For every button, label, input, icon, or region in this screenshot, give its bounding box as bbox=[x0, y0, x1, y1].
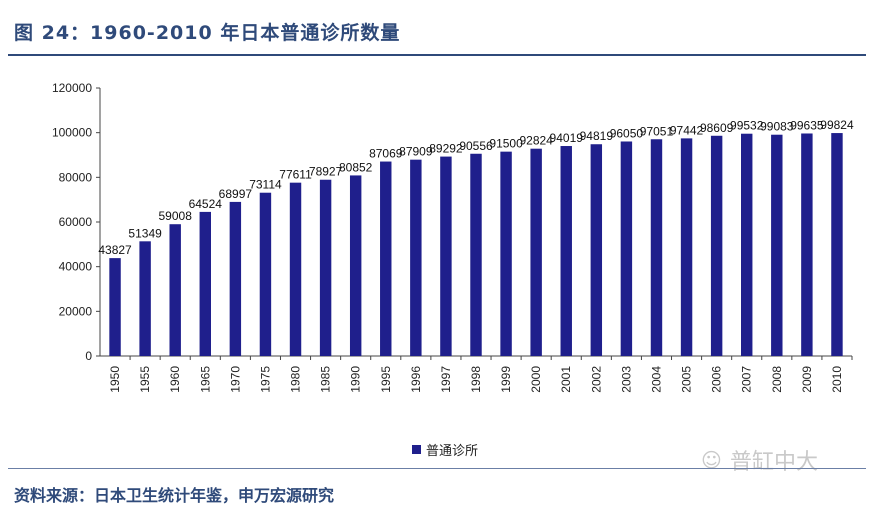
x-tick-label-1955: 1955 bbox=[138, 366, 152, 393]
x-tick-label-2008: 2008 bbox=[770, 366, 784, 393]
bar-1975 bbox=[259, 192, 272, 356]
bar-1997 bbox=[440, 156, 452, 356]
x-tick-label-1950: 1950 bbox=[108, 366, 122, 393]
wechat-icon: ☺ bbox=[701, 448, 722, 472]
y-tick-label: 80000 bbox=[59, 170, 93, 184]
data-label-2000: 92824 bbox=[519, 134, 553, 148]
bar-2001 bbox=[560, 146, 572, 356]
data-label-2007: 99532 bbox=[730, 119, 764, 133]
source-note: 资料来源：日本卫生统计年鉴，申万宏源研究 bbox=[14, 486, 335, 505]
bar-1998 bbox=[470, 153, 482, 356]
bar-2002 bbox=[590, 144, 603, 356]
bar-1955 bbox=[139, 241, 151, 356]
x-tick-label-1990: 1990 bbox=[349, 366, 363, 393]
chart-x-ticks: 1950 1955 1960 1965 1970 1975 1980 1985 1990 1995… bbox=[108, 356, 853, 393]
chart-legend: 普通诊所 bbox=[412, 440, 478, 459]
bar-1980 bbox=[289, 182, 302, 356]
data-label-1960: 59008 bbox=[159, 209, 193, 223]
bar-1950 bbox=[109, 258, 121, 356]
data-label-2006: 98609 bbox=[700, 121, 734, 135]
data-label-1999: 91500 bbox=[489, 137, 523, 151]
bar-2004 bbox=[650, 139, 663, 356]
x-tick-label-1965: 1965 bbox=[198, 366, 212, 393]
y-tick-label: 40000 bbox=[59, 260, 93, 274]
bar-1970 bbox=[229, 201, 242, 356]
x-tick-label-1996: 1996 bbox=[409, 366, 423, 393]
bar-2008 bbox=[771, 134, 783, 356]
bar-2003 bbox=[620, 141, 633, 356]
data-label-1998: 90556 bbox=[459, 139, 493, 153]
x-tick-label-2005: 2005 bbox=[680, 366, 694, 393]
legend-swatch bbox=[412, 445, 421, 454]
chart-data-labels: 43827 51349 590086452468997731147761178927… bbox=[98, 118, 854, 257]
x-tick-label-1995: 1995 bbox=[379, 366, 393, 393]
x-tick-label-2010: 2010 bbox=[830, 366, 844, 393]
data-label-2001: 94019 bbox=[550, 131, 584, 145]
data-label-2004: 97051 bbox=[640, 124, 674, 138]
data-label-1950: 43827 bbox=[98, 243, 132, 257]
x-tick-label-2006: 2006 bbox=[710, 366, 724, 393]
y-tick-label: 60000 bbox=[59, 215, 93, 229]
bar-1996 bbox=[410, 159, 422, 356]
data-label-1996: 87909 bbox=[399, 145, 433, 159]
data-label-2005: 97442 bbox=[670, 123, 704, 137]
bar-2007 bbox=[741, 133, 753, 356]
data-label-1970: 68997 bbox=[219, 187, 253, 201]
y-tick-label: 20000 bbox=[59, 304, 93, 318]
x-tick-label-2000: 2000 bbox=[529, 366, 543, 393]
x-tick-label-2004: 2004 bbox=[649, 366, 663, 393]
bar-2005 bbox=[680, 138, 693, 356]
x-tick-label-2001: 2001 bbox=[559, 366, 573, 393]
data-label-1980: 77611 bbox=[279, 168, 312, 182]
legend-label: 普通诊所 bbox=[426, 444, 479, 459]
x-tick-label-2007: 2007 bbox=[740, 366, 754, 393]
data-label-2010: 99824 bbox=[820, 118, 854, 132]
y-tick-label: 120000 bbox=[52, 81, 92, 95]
y-tick-label: 100000 bbox=[52, 126, 92, 140]
data-label-2009: 99635 bbox=[790, 118, 824, 132]
bar-1965 bbox=[199, 211, 211, 356]
data-label-1965: 64524 bbox=[189, 197, 223, 211]
bar-1999 bbox=[500, 151, 512, 356]
bar-2006 bbox=[710, 135, 723, 356]
x-tick-label-1975: 1975 bbox=[258, 366, 272, 393]
x-tick-label-1998: 1998 bbox=[469, 366, 483, 393]
data-label-1975: 73114 bbox=[249, 178, 282, 192]
bar-2009 bbox=[801, 133, 813, 356]
x-tick-label-2009: 2009 bbox=[800, 366, 814, 393]
x-tick-label-1985: 1985 bbox=[319, 366, 333, 393]
data-label-1995: 87069 bbox=[369, 147, 403, 161]
x-tick-label-1999: 1999 bbox=[499, 366, 513, 393]
y-tick-label: 0 bbox=[85, 349, 92, 363]
bar-2010 bbox=[831, 133, 843, 356]
title-rule bbox=[8, 54, 866, 56]
bar-1995 bbox=[380, 161, 392, 356]
source-rule bbox=[8, 468, 866, 469]
data-label-2002: 94819 bbox=[580, 129, 614, 143]
figure-title: 图 24：1960-2010 年日本普通诊所数量 bbox=[14, 22, 401, 44]
x-tick-label-1970: 1970 bbox=[228, 366, 242, 393]
data-label-2008: 99083 bbox=[760, 120, 794, 134]
data-label-2003: 96050 bbox=[610, 126, 644, 140]
data-label-1990: 80852 bbox=[339, 160, 373, 174]
x-tick-label-2002: 2002 bbox=[589, 366, 603, 393]
chart-bars bbox=[109, 133, 843, 356]
x-tick-label-1980: 1980 bbox=[289, 366, 303, 393]
bar-1990 bbox=[349, 175, 362, 356]
data-label-1997: 89292 bbox=[429, 142, 463, 156]
x-tick-label-1997: 1997 bbox=[439, 366, 453, 393]
bar-1960 bbox=[169, 224, 181, 356]
data-label-1955: 51349 bbox=[128, 226, 162, 240]
bar-1985 bbox=[319, 179, 332, 356]
x-tick-label-2003: 2003 bbox=[619, 366, 633, 393]
chart-y-ticks: 0 20000 40000 60000 80000 100000 120000 bbox=[52, 81, 100, 363]
bar-2000 bbox=[530, 148, 542, 356]
watermark: 普缸中大 bbox=[730, 450, 819, 475]
data-label-1985: 78927 bbox=[309, 165, 343, 179]
x-tick-label-1960: 1960 bbox=[168, 366, 182, 393]
